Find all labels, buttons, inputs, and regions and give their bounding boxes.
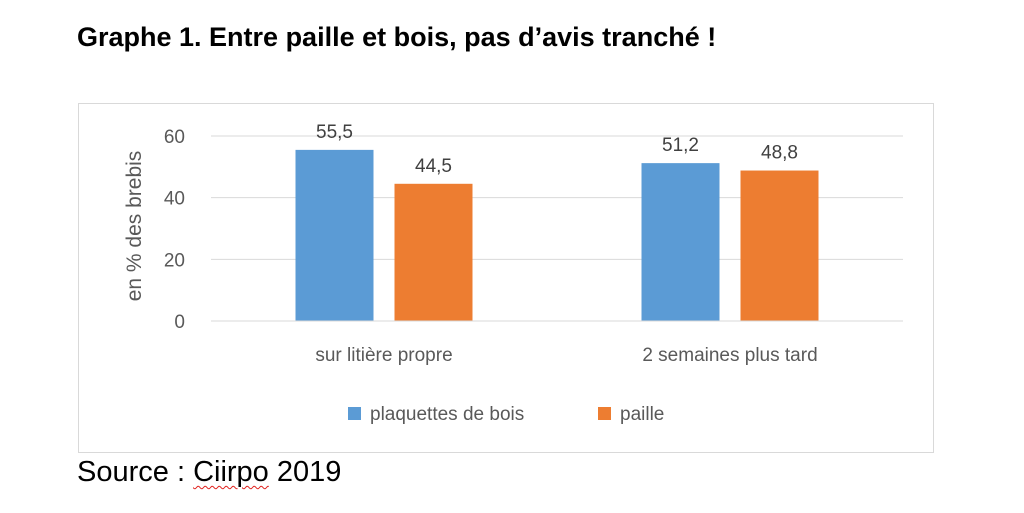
y-tick-label: 60 — [164, 127, 185, 148]
data-label: 44,5 — [415, 156, 452, 177]
chart-frame: 0 20 40 60 en % des brebis 55,5 44,5 sur litièr… — [78, 103, 934, 453]
bar — [641, 163, 720, 321]
category-label: 2 semaines plus tard — [642, 345, 817, 366]
bar-chart: 0 20 40 60 en % des brebis 55,5 44,5 sur litièr… — [123, 122, 903, 425]
legend-label: paille — [620, 404, 664, 425]
source-organization: Ciirpo — [193, 456, 269, 488]
bar — [295, 149, 374, 321]
y-tick-label: 0 — [174, 312, 185, 333]
category-label: sur litière propre — [315, 345, 452, 366]
data-label: 51,2 — [662, 135, 699, 156]
y-tick-label: 20 — [164, 250, 185, 271]
legend-label: plaquettes de bois — [370, 404, 524, 425]
data-label: 55,5 — [316, 122, 353, 143]
y-tick-label: 40 — [164, 189, 185, 210]
chart-title: Graphe 1. Entre paille et bois, pas d’av… — [77, 22, 717, 52]
y-axis-label: en % des brebis — [123, 151, 146, 302]
source-note: Source : Ciirpo 2019 — [77, 456, 341, 489]
source-year: 2019 — [268, 456, 342, 488]
bar — [740, 170, 819, 321]
legend-swatch — [598, 407, 611, 420]
bar — [394, 183, 473, 321]
legend-swatch — [348, 407, 361, 420]
data-label: 48,8 — [761, 143, 798, 164]
source-prefix: Source : — [77, 456, 194, 488]
